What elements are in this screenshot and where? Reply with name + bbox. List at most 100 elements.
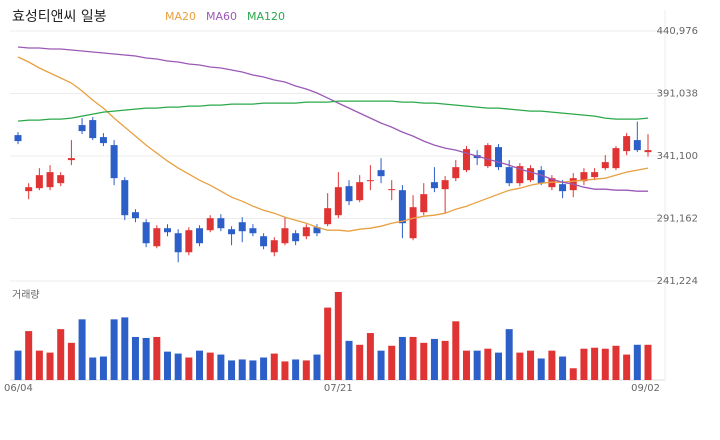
volume-bar [110,319,118,380]
volume-bar [78,319,86,380]
candle-body [99,137,107,144]
legend-entry: MA20 [165,10,196,23]
volume-bar [99,356,107,380]
candle-body [537,170,545,184]
candle-body [292,233,300,242]
candle-body [398,190,406,224]
volume-bar [14,350,22,380]
candle-body [633,140,641,151]
volume-bar [516,352,524,380]
candle-body [430,182,438,189]
volume-bar [238,359,246,380]
candle-body [142,222,150,244]
volume-bar [313,354,321,380]
candle-body [527,168,535,181]
candle-body [345,186,353,202]
x-tick-label: 09/02 [631,383,660,394]
volume-bar [623,354,631,380]
candle-body [67,158,75,161]
legend-entry: MA120 [247,10,285,23]
volume-bar [559,356,567,380]
candle-body [484,145,492,167]
volume-bar [174,353,182,380]
candle-body [334,187,342,216]
volume-bar [633,344,641,380]
volume-bar [377,350,385,380]
y-tick-label: 440,976 [657,26,698,37]
candle-body [174,233,182,253]
volume-bar [35,350,43,380]
volume-bar [249,360,257,380]
candle-body [420,194,428,213]
candle-body [131,212,139,219]
volume-bar [527,350,535,380]
volume-bar [548,350,556,380]
volume-bar [121,317,129,380]
ma-line [17,56,649,232]
candle-body [441,180,449,190]
volume-bar [206,352,214,380]
candle-body [313,227,321,234]
volume-bar [185,357,193,380]
candle-body [644,150,652,153]
volume-bar [302,360,310,380]
ma-line [17,46,648,192]
volume-bar [25,331,33,380]
candle-body [185,230,193,253]
candle-body [302,227,310,237]
candle-body [25,187,33,192]
volume-bar [388,345,396,380]
y-tick-label: 241,224 [657,276,698,287]
candle-body [35,175,43,189]
candle-body [110,145,118,179]
volume-bar [46,352,54,380]
volume-bar [292,359,300,380]
volume-bar [153,336,161,380]
volume-bar [228,360,236,380]
volume-bar [196,350,204,380]
volume-bar [398,336,406,380]
candle-body [591,172,599,178]
volume-bar [57,329,65,380]
volume-bar [409,336,417,380]
volume-bar [345,340,353,380]
ma-line [17,100,649,122]
candle-body [228,229,236,235]
volume-bar [430,338,438,380]
candle-body [57,175,65,184]
y-tick-label: 291,162 [657,214,698,225]
volume-bar [473,350,481,380]
candle-body [612,148,620,169]
volume-bar [260,357,268,380]
volume-bar [569,368,577,380]
candle-body [505,167,513,184]
volume-bar [89,357,97,380]
candle-body [324,208,332,225]
volume-bar [217,354,225,380]
volume-bar [142,337,150,380]
candle-body [121,180,129,216]
candle-body [409,207,417,239]
candle-body [249,228,257,234]
volume-bar [580,348,588,380]
y-tick-label: 391,038 [657,89,698,100]
volume-bar [495,352,503,380]
candle-body [196,228,204,244]
candle-body [388,189,396,191]
candle-body [163,228,171,233]
volume-bar [452,321,460,380]
volume-bar [484,348,492,380]
candle-body [14,135,22,142]
candle-body [89,120,97,139]
volume-bar [441,340,449,380]
candle-body [580,172,588,182]
volume-bar [644,344,652,380]
y-tick-label: 341,100 [657,151,698,162]
volume-label: 거래량 [12,289,40,301]
volume-bar [67,342,75,380]
volume-bar [334,291,342,380]
volume-bar [462,350,470,380]
candle-body [217,218,225,229]
candle-body [78,125,86,132]
